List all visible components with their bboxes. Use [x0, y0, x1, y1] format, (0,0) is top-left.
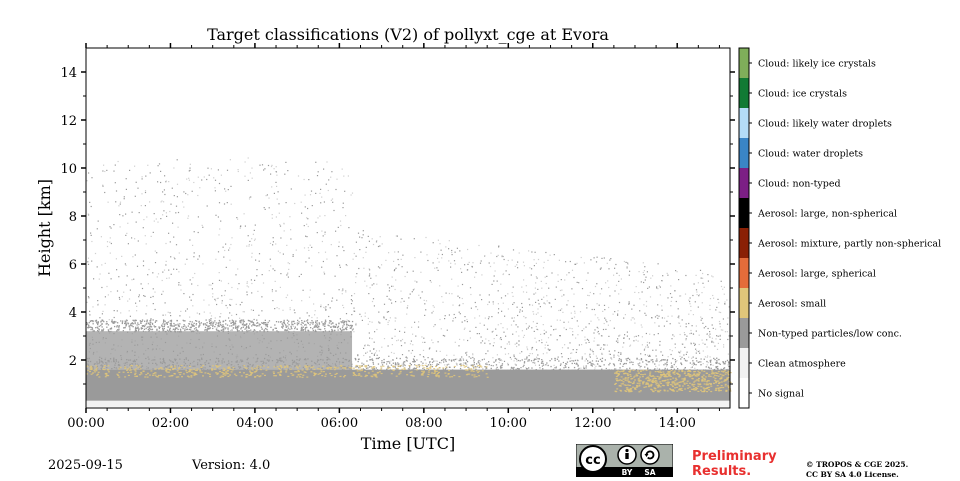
colorbar-label: Aerosol: large, non-spherical	[757, 209, 897, 220]
sa-icon	[641, 446, 659, 464]
colorbar-label: Aerosol: small	[757, 299, 826, 310]
colorbar-label: Aerosol: mixture, partly non-spherical	[757, 239, 941, 250]
x-tick-label: 08:00	[405, 416, 442, 431]
y-tick-label: 2	[69, 354, 77, 369]
x-tick-label: 10:00	[490, 416, 527, 431]
heatmap-layer-1	[86, 319, 353, 369]
surface-strip	[86, 401, 730, 407]
y-tick-label: 14	[60, 66, 77, 81]
measurement-date: 2025-09-15	[48, 458, 123, 473]
heatmap-area	[86, 157, 732, 406]
copyright-notice: © TROPOS & CGE 2025. CC BY SA 4.0 Licens…	[806, 460, 956, 480]
version-label: Version: 4.0	[192, 458, 270, 473]
x-tick-label: 00:00	[67, 416, 104, 431]
x-tick-label: 12:00	[574, 416, 611, 431]
preliminary-line-2: Results.	[692, 464, 802, 479]
y-tick-label: 4	[69, 306, 77, 321]
x-tick-label: 06:00	[321, 416, 358, 431]
colorbar: Cloud: likely ice crystals Cloud: ice cry…	[739, 48, 941, 408]
copyright-line-1: © TROPOS & CGE 2025.	[806, 460, 956, 470]
colorbar-label: Clean atmosphere	[758, 359, 846, 370]
colorbar-label: Aerosol: large, spherical	[757, 269, 876, 280]
copyright-line-2: CC BY SA 4.0 License.	[806, 470, 956, 480]
colorbar-swatch	[739, 198, 749, 228]
colorbar-swatch	[739, 108, 749, 138]
x-tick-label: 02:00	[152, 416, 189, 431]
colorbar-label: Cloud: water droplets	[758, 149, 863, 160]
cc-text: cc	[585, 453, 600, 468]
colorbar-swatch	[739, 378, 749, 408]
y-tick-label: 10	[60, 162, 77, 177]
colorbar-label: Cloud: likely ice crystals	[758, 59, 876, 70]
preliminary-line-1: Preliminary	[692, 449, 802, 464]
y-axis-label: Height [km]	[35, 179, 54, 277]
cc-license-badge: cc BY SA	[576, 444, 673, 477]
colorbar-swatch	[739, 78, 749, 108]
colorbar-label: Non-typed particles/low conc.	[758, 329, 902, 340]
colorbar-swatch	[739, 168, 749, 198]
colorbar-label: Cloud: likely water droplets	[758, 119, 892, 130]
colorbar-swatch	[739, 138, 749, 168]
colorbar-label: No signal	[758, 389, 804, 400]
sa-label: SA	[644, 468, 655, 477]
by-label: BY	[622, 468, 633, 477]
y-tick-label: 8	[69, 210, 77, 225]
colorbar-swatch	[739, 288, 749, 318]
y-tick-label: 12	[60, 114, 77, 129]
colorbar-swatch	[739, 258, 749, 288]
x-axis-label: Time [UTC]	[361, 434, 455, 453]
colorbar-swatch	[739, 228, 749, 258]
colorbar-swatch	[739, 318, 749, 348]
colorbar-label: Cloud: ice crystals	[758, 89, 847, 100]
x-tick-label: 14:00	[658, 416, 695, 431]
colorbar-label: Cloud: non-typed	[758, 179, 841, 190]
colorbar-swatch	[739, 348, 749, 378]
preliminary-notice: Preliminary Results.	[692, 449, 802, 479]
x-tick-label: 04:00	[236, 416, 273, 431]
y-tick-label: 6	[69, 258, 77, 273]
colorbar-swatch	[739, 48, 749, 78]
